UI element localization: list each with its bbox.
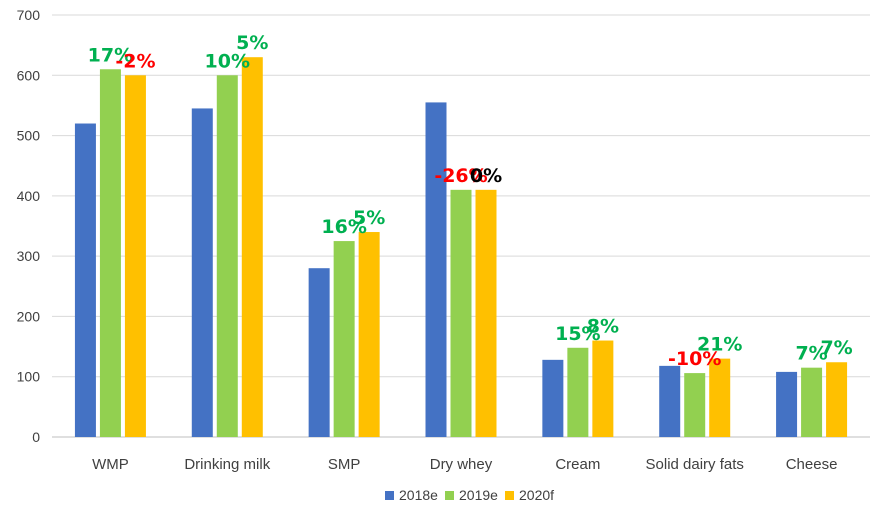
annotation-cream-2020f: 8% [587,316,619,338]
annotation-solid-dairy-fats-2020f: 21% [697,334,742,356]
bar-smp-2019e [333,241,355,437]
bar-dry-whey-2019e [450,189,472,437]
x-tick-label: SMP [328,456,361,473]
bars [74,57,848,438]
bar-wmp-2018e [74,123,96,437]
y-tick-label: 300 [17,248,41,264]
annotation-cream-2019e: 15% [555,323,600,345]
bar-solid-dairy-fats-2020f [709,358,731,437]
annotation-drinking-milk-2020f: 5% [236,32,268,54]
annotation-drinking-milk-2019e: 10% [205,50,250,72]
y-tick-label: 400 [17,188,41,204]
bar-drinking-milk-2018e [191,108,213,437]
annotation-dry-whey-2019e: -26% [434,165,487,187]
annotation-cheese-2019e: 7% [795,343,827,365]
x-tick-label: WMP [92,456,129,473]
y-axis-tick-labels: 0 100 200 300 400 500 600 700 [17,7,41,445]
x-tick-label: Drinking milk [184,456,270,473]
bar-wmp-2019e [99,69,121,437]
x-tick-label: Cheese [786,456,838,473]
bar-cheese-2020f [826,362,848,437]
legend-swatch-2020f [505,491,514,500]
annotation-cheese-2020f: 7% [820,337,852,359]
y-tick-label: 100 [17,369,41,385]
bar-drinking-milk-2019e [216,75,238,438]
bar-smp-2018e [308,268,330,437]
y-tick-label: 0 [32,429,40,445]
legend: 2018e 2019e 2020f [385,487,554,503]
bar-dry-whey-2018e [425,102,447,438]
bar-cream-2020f [592,340,614,437]
legend-swatch-2018e [385,491,394,500]
x-tick-label: Cream [555,456,600,473]
legend-swatch-2019e [445,491,454,500]
legend-label-2020f: 2020f [519,487,554,503]
annotation-dry-whey-2020f: 0% [470,165,502,187]
bar-drinking-milk-2020f [241,57,263,437]
bar-smp-2020f [358,232,380,437]
bar-cheese-2019e [801,367,823,437]
legend-label-2018e: 2018e [399,487,438,503]
bar-cheese-2018e [776,371,798,437]
bar-solid-dairy-fats-2019e [684,373,706,437]
bar-dry-whey-2020f [475,189,497,437]
bar-cream-2018e [542,359,564,437]
annotation-wmp-2020f: -2% [115,50,155,72]
bar-cream-2019e [567,347,589,437]
y-tick-label: 500 [17,128,41,144]
annotation-smp-2020f: 5% [353,207,385,229]
bar-solid-dairy-fats-2018e [659,365,681,437]
x-tick-label: Dry whey [430,456,493,473]
y-tick-label: 600 [17,67,41,83]
x-axis-category-labels: WMP Drinking milk SMP Dry whey Cream Solid da… [92,456,837,473]
bar-wmp-2020f [124,75,146,438]
annotation-solid-dairy-fats-2019e: -10% [668,348,721,370]
y-tick-label: 700 [17,7,41,23]
y-tick-label: 200 [17,308,41,324]
x-tick-label: Solid dairy fats [646,456,744,473]
change-annotations: 17%-2% 10%5%16%5%-26%0%15%8%-10%21% 7%7% [88,32,853,370]
annotation-smp-2019e: 16% [321,216,366,238]
annotation-wmp-2019e: 17% [88,44,133,66]
legend-label-2019e: 2019e [459,487,498,503]
